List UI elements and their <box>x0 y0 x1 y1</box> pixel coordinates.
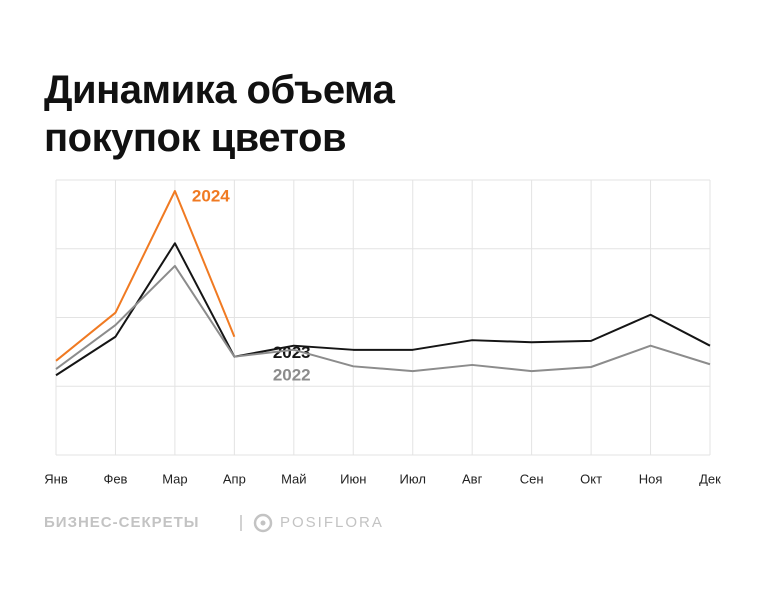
footer-right: POSIFLORA <box>280 514 384 531</box>
series-label: 2023 <box>273 343 311 362</box>
x-tick-label: Апр <box>223 471 246 486</box>
x-tick-label: Окт <box>580 471 602 486</box>
x-tick-label: Дек <box>699 471 721 486</box>
x-tick-label: Фев <box>103 471 127 486</box>
series-line <box>55 242 711 377</box>
x-tick-label: Июл <box>400 471 426 486</box>
footer-left: БИЗНЕС-СЕКРЕТЫ <box>44 514 199 531</box>
logo-icon <box>253 513 273 533</box>
series-line <box>55 264 711 373</box>
series-line <box>55 190 236 362</box>
x-tick-label: Июн <box>340 471 366 486</box>
series-label: 2022 <box>273 365 311 384</box>
x-tick-label: Сен <box>520 471 544 486</box>
x-tick-label: Авг <box>462 471 483 486</box>
x-tick-label: Мар <box>162 471 187 486</box>
logo-dot <box>260 520 266 526</box>
x-tick-label: Ноя <box>639 471 663 486</box>
chart-title: Динамика объема покупок цветов <box>44 68 395 160</box>
x-tick-label: Янв <box>44 471 68 486</box>
x-tick-label: Май <box>281 471 306 486</box>
series-label: 2024 <box>192 186 230 205</box>
